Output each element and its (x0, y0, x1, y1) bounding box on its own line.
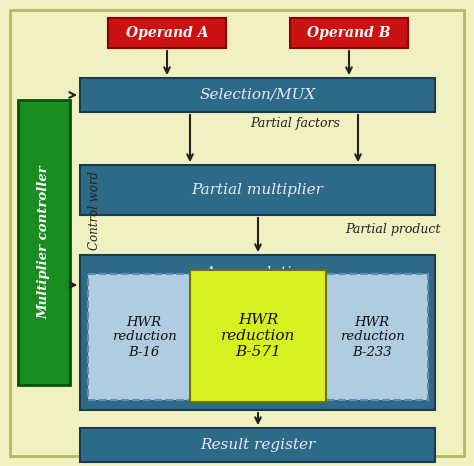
Bar (80, 165, 435, 215)
Text: Control word: Control word (89, 171, 101, 249)
Text: HWR
reduction
B-16: HWR reduction B-16 (111, 315, 176, 358)
Bar (316, 274, 428, 400)
Bar (290, 18, 408, 48)
Text: HWR
reduction
B-571: HWR reduction B-571 (221, 313, 295, 359)
Text: Result register: Result register (200, 438, 315, 452)
Bar (80, 78, 435, 112)
Bar (88, 274, 200, 400)
Text: HWR
reduction
B-233: HWR reduction B-233 (340, 315, 404, 358)
Text: Partial product: Partial product (345, 222, 440, 235)
Text: Partial multiplier: Partial multiplier (191, 183, 323, 197)
Bar (190, 270, 326, 402)
Text: Selection/MUX: Selection/MUX (199, 88, 316, 102)
Text: Partial factors: Partial factors (250, 117, 340, 130)
Bar (108, 18, 226, 48)
Text: Multiplier controller: Multiplier controller (37, 166, 51, 319)
Text: Operand A: Operand A (126, 26, 208, 40)
Bar (80, 428, 435, 462)
Bar (80, 255, 435, 410)
Text: Accumulation: Accumulation (204, 266, 310, 280)
Bar (18, 100, 70, 385)
Text: Operand B: Operand B (307, 26, 391, 40)
